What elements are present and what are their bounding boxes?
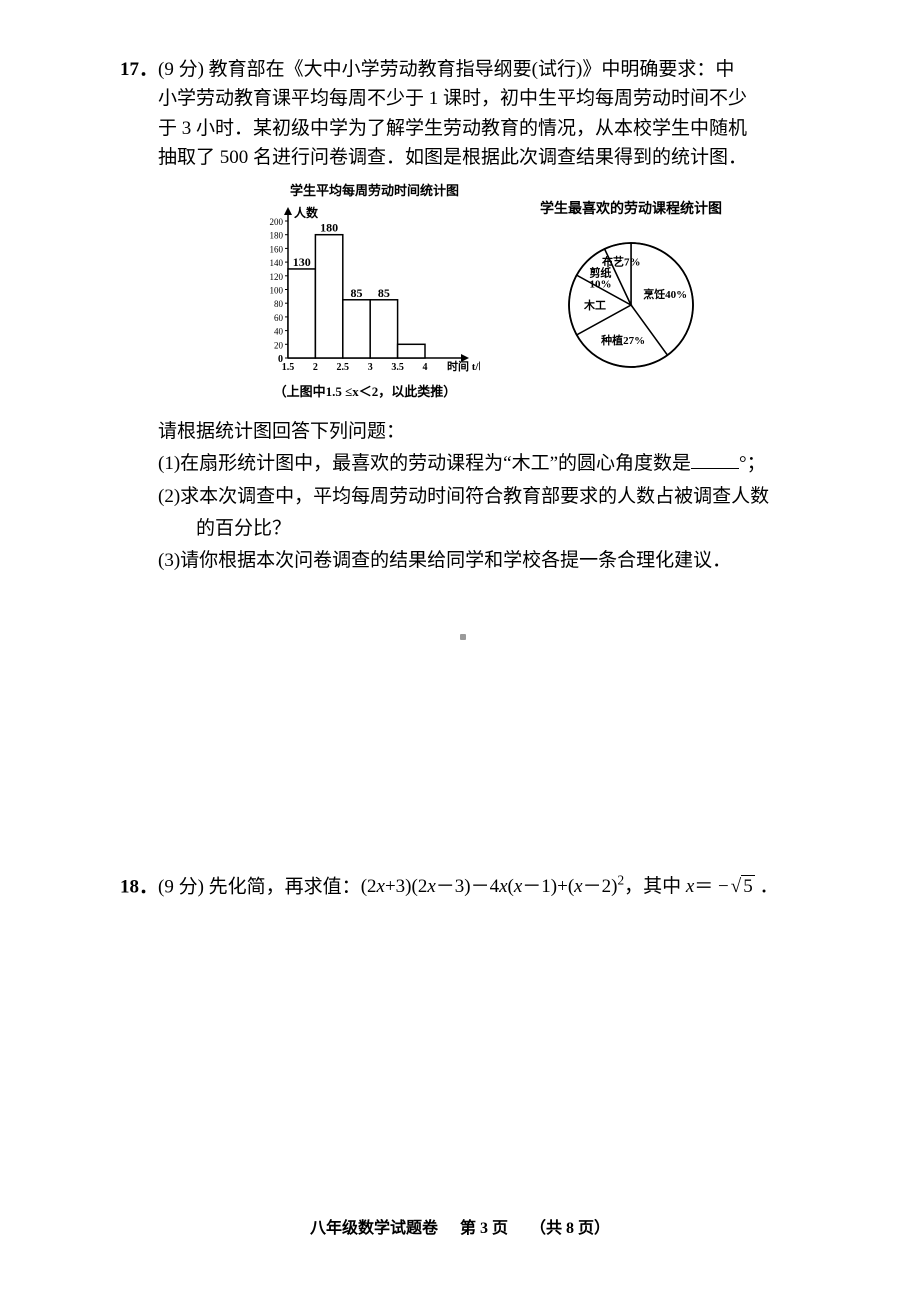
question-17: 17．(9 分) 教育部在《大中小学劳动教育指导纲要(试行)》中明确要求：中 小…	[120, 55, 820, 578]
pie-svg: 烹饪40%种植27%木工剪纸10%布艺7%	[546, 227, 716, 377]
svg-text:180: 180	[320, 221, 338, 235]
q17-sub1: (1)在扇形统计图中，最喜欢的劳动课程为“木工”的圆心角度数是 °；	[158, 448, 820, 480]
q17-sub1-suffix: °；	[739, 453, 766, 474]
q17-line3: 于 3 小时．某初级中学为了解学生劳动教育的情况，从本校学生中随机	[158, 114, 820, 143]
q18-lead: 先化简，再求值：	[209, 876, 361, 897]
svg-text:85: 85	[351, 286, 363, 300]
q17-subquestions: 请根据统计图回答下列问题： (1)在扇形统计图中，最喜欢的劳动课程为“木工”的圆…	[158, 416, 820, 577]
svg-text:40: 40	[274, 326, 284, 336]
pie-chart: 学生最喜欢的劳动课程统计图 烹饪40%种植27%木工剪纸10%布艺7%	[540, 199, 722, 377]
svg-text:180: 180	[270, 231, 284, 241]
svg-text:4: 4	[423, 362, 428, 373]
svg-text:160: 160	[270, 244, 284, 254]
q17-sub2-line2: 的百分比？	[196, 513, 820, 545]
svg-text:种植27%: 种植27%	[600, 333, 645, 347]
q17-points: (9 分)	[158, 59, 209, 80]
pie-title: 学生最喜欢的劳动课程统计图	[540, 199, 722, 221]
svg-text:200: 200	[270, 217, 284, 227]
svg-text:人数: 人数	[294, 205, 319, 220]
q17-intro: 请根据统计图回答下列问题：	[158, 416, 820, 448]
q18-expr: (2x+3)(2x－3)－4x(x－1)+(x－2)2，其中 x＝ −5 ．	[361, 876, 779, 897]
footer-c: （共 8 页）	[530, 1220, 610, 1237]
q17-line1: 教育部在《大中小学劳动教育指导纲要(试行)》中明确要求：中	[209, 59, 735, 80]
svg-text:1.5: 1.5	[282, 362, 295, 373]
svg-text:60: 60	[274, 313, 284, 323]
svg-text:2: 2	[313, 362, 318, 373]
q17-number: 17．	[120, 59, 158, 80]
histogram-caption: （上图中1.5 ≤x＜2，以此类推）	[274, 382, 457, 402]
svg-text:布艺7%: 布艺7%	[602, 254, 641, 268]
question-18: 18．(9 分) 先化简，再求值：(2x+3)(2x－3)－4x(x－1)+(x…	[120, 870, 820, 903]
svg-text:时间 t/时: 时间 t/时	[447, 359, 480, 373]
svg-text:20: 20	[274, 340, 284, 350]
svg-text:80: 80	[274, 299, 284, 309]
center-mark	[460, 634, 466, 640]
footer-a: 八年级数学试题卷	[310, 1220, 438, 1237]
svg-text:2.5: 2.5	[337, 362, 350, 373]
svg-text:120: 120	[270, 272, 284, 282]
q17-line4: 抽取了 500 名进行问卷调查．如图是根据此次调查结果得到的统计图．	[158, 143, 820, 172]
histogram-title: 学生平均每周劳动时间统计图	[290, 181, 459, 201]
svg-text:3: 3	[368, 362, 373, 373]
svg-text:100: 100	[270, 285, 284, 295]
svg-text:85: 85	[378, 286, 390, 300]
histogram-svg: 人数02040608010012014016018020013018085851…	[250, 205, 480, 380]
q17-line2: 小学劳动教育课平均每周不少于 1 课时，初中生平均每周劳动时间不少	[158, 84, 820, 113]
svg-text:10%: 10%	[589, 278, 611, 290]
q18-number: 18．	[120, 876, 158, 897]
histogram: 人数02040608010012014016018020013018085851…	[250, 205, 480, 402]
page-footer: 八年级数学试题卷 第 3 页 （共 8 页）	[0, 1214, 920, 1238]
svg-text:130: 130	[293, 255, 311, 269]
q17-sub3: (3)请你根据本次问卷调查的结果给同学和学校各提一条合理化建议．	[158, 545, 820, 577]
svg-text:140: 140	[270, 258, 284, 268]
exam-page: 17．(9 分) 教育部在《大中小学劳动教育指导纲要(试行)》中明确要求：中 小…	[0, 0, 920, 1298]
q17-sub2-line1: (2)求本次调查中，平均每周劳动时间符合教育部要求的人数占被调查人数	[158, 481, 820, 513]
q17-sub1-text: (1)在扇形统计图中，最喜欢的劳动课程为“木工”的圆心角度数是	[158, 453, 691, 474]
chart-row: 人数02040608010012014016018020013018085851…	[250, 205, 722, 402]
svg-text:木工: 木工	[583, 298, 606, 312]
svg-text:3.5: 3.5	[391, 362, 404, 373]
q18-points: (9 分)	[158, 876, 209, 897]
svg-text:烹饪40%: 烹饪40%	[643, 286, 687, 300]
footer-b: 第 3 页	[460, 1220, 508, 1237]
charts-area: 学生平均每周劳动时间统计图 人数020406080100120140160180…	[250, 181, 820, 402]
blank-fill	[691, 468, 739, 469]
